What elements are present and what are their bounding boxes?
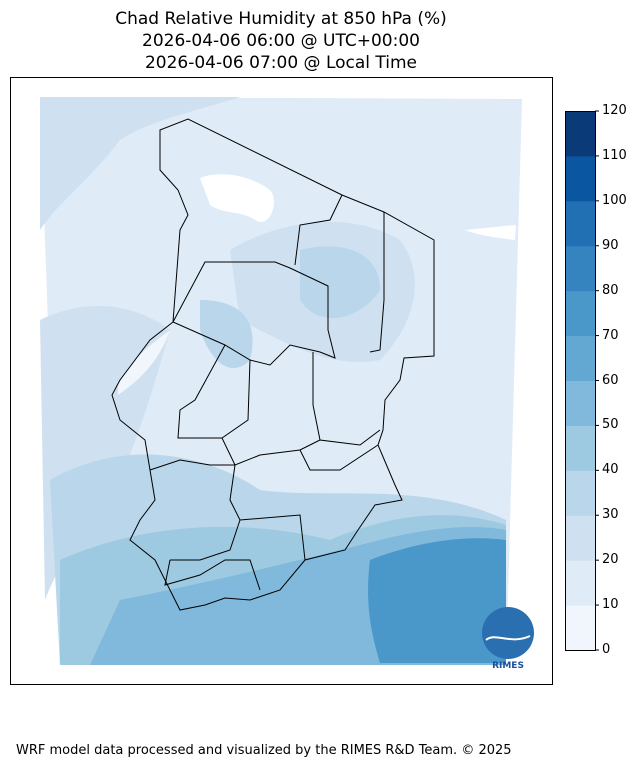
colorbar-bin	[565, 200, 595, 247]
colorbar-tick-label: 0	[602, 642, 611, 657]
colorbar-tick-label: 30	[602, 507, 619, 523]
colorbar-bin	[565, 380, 595, 426]
colorbar-tick-label: 100	[602, 192, 627, 208]
colorbar-bin	[565, 335, 595, 381]
colorbar-bin	[565, 515, 595, 561]
colorbar-bin	[565, 605, 595, 651]
svg-text:RIMES: RIMES	[492, 661, 524, 671]
humidity-contours	[40, 97, 516, 665]
colorbar-tick-label: 90	[602, 237, 619, 253]
colorbar-tick-label: 20	[602, 552, 619, 568]
colorbar-bin	[565, 425, 595, 471]
local-time: 2026-04-06 07:00 @ Local Time	[144, 53, 418, 73]
colorbar-bin	[565, 245, 595, 292]
map-title: Chad Relative Humidity at 850 hPa (%)	[115, 9, 447, 29]
colorbar-tick-label: 70	[602, 327, 619, 343]
colorbar-tick-label: 40	[602, 462, 619, 478]
colorbar-bin	[565, 560, 595, 606]
colorbar	[565, 110, 599, 651]
colorbar-tick-label: 60	[602, 372, 619, 388]
colorbar-tick-label: 10	[602, 597, 619, 613]
colorbar-bin	[565, 290, 595, 337]
country-borders	[111, 118, 435, 611]
utc-time: 2026-04-06 06:00 @ UTC+00:00	[142, 31, 420, 51]
colorbar-bin	[565, 470, 595, 516]
colorbar-tick-label: 80	[602, 282, 619, 298]
colorbar-tick-label: 110	[602, 147, 627, 163]
colorbar-bin	[565, 155, 595, 202]
colorbar-bin	[565, 111, 595, 157]
chad-border	[111, 118, 435, 611]
colorbar-tick-label: 120	[602, 103, 627, 118]
footer-credit: WRF model data processed and visualized …	[16, 743, 512, 758]
rimes-logo: RIMES	[482, 607, 534, 671]
colorbar-tick-label: 50	[602, 417, 619, 433]
